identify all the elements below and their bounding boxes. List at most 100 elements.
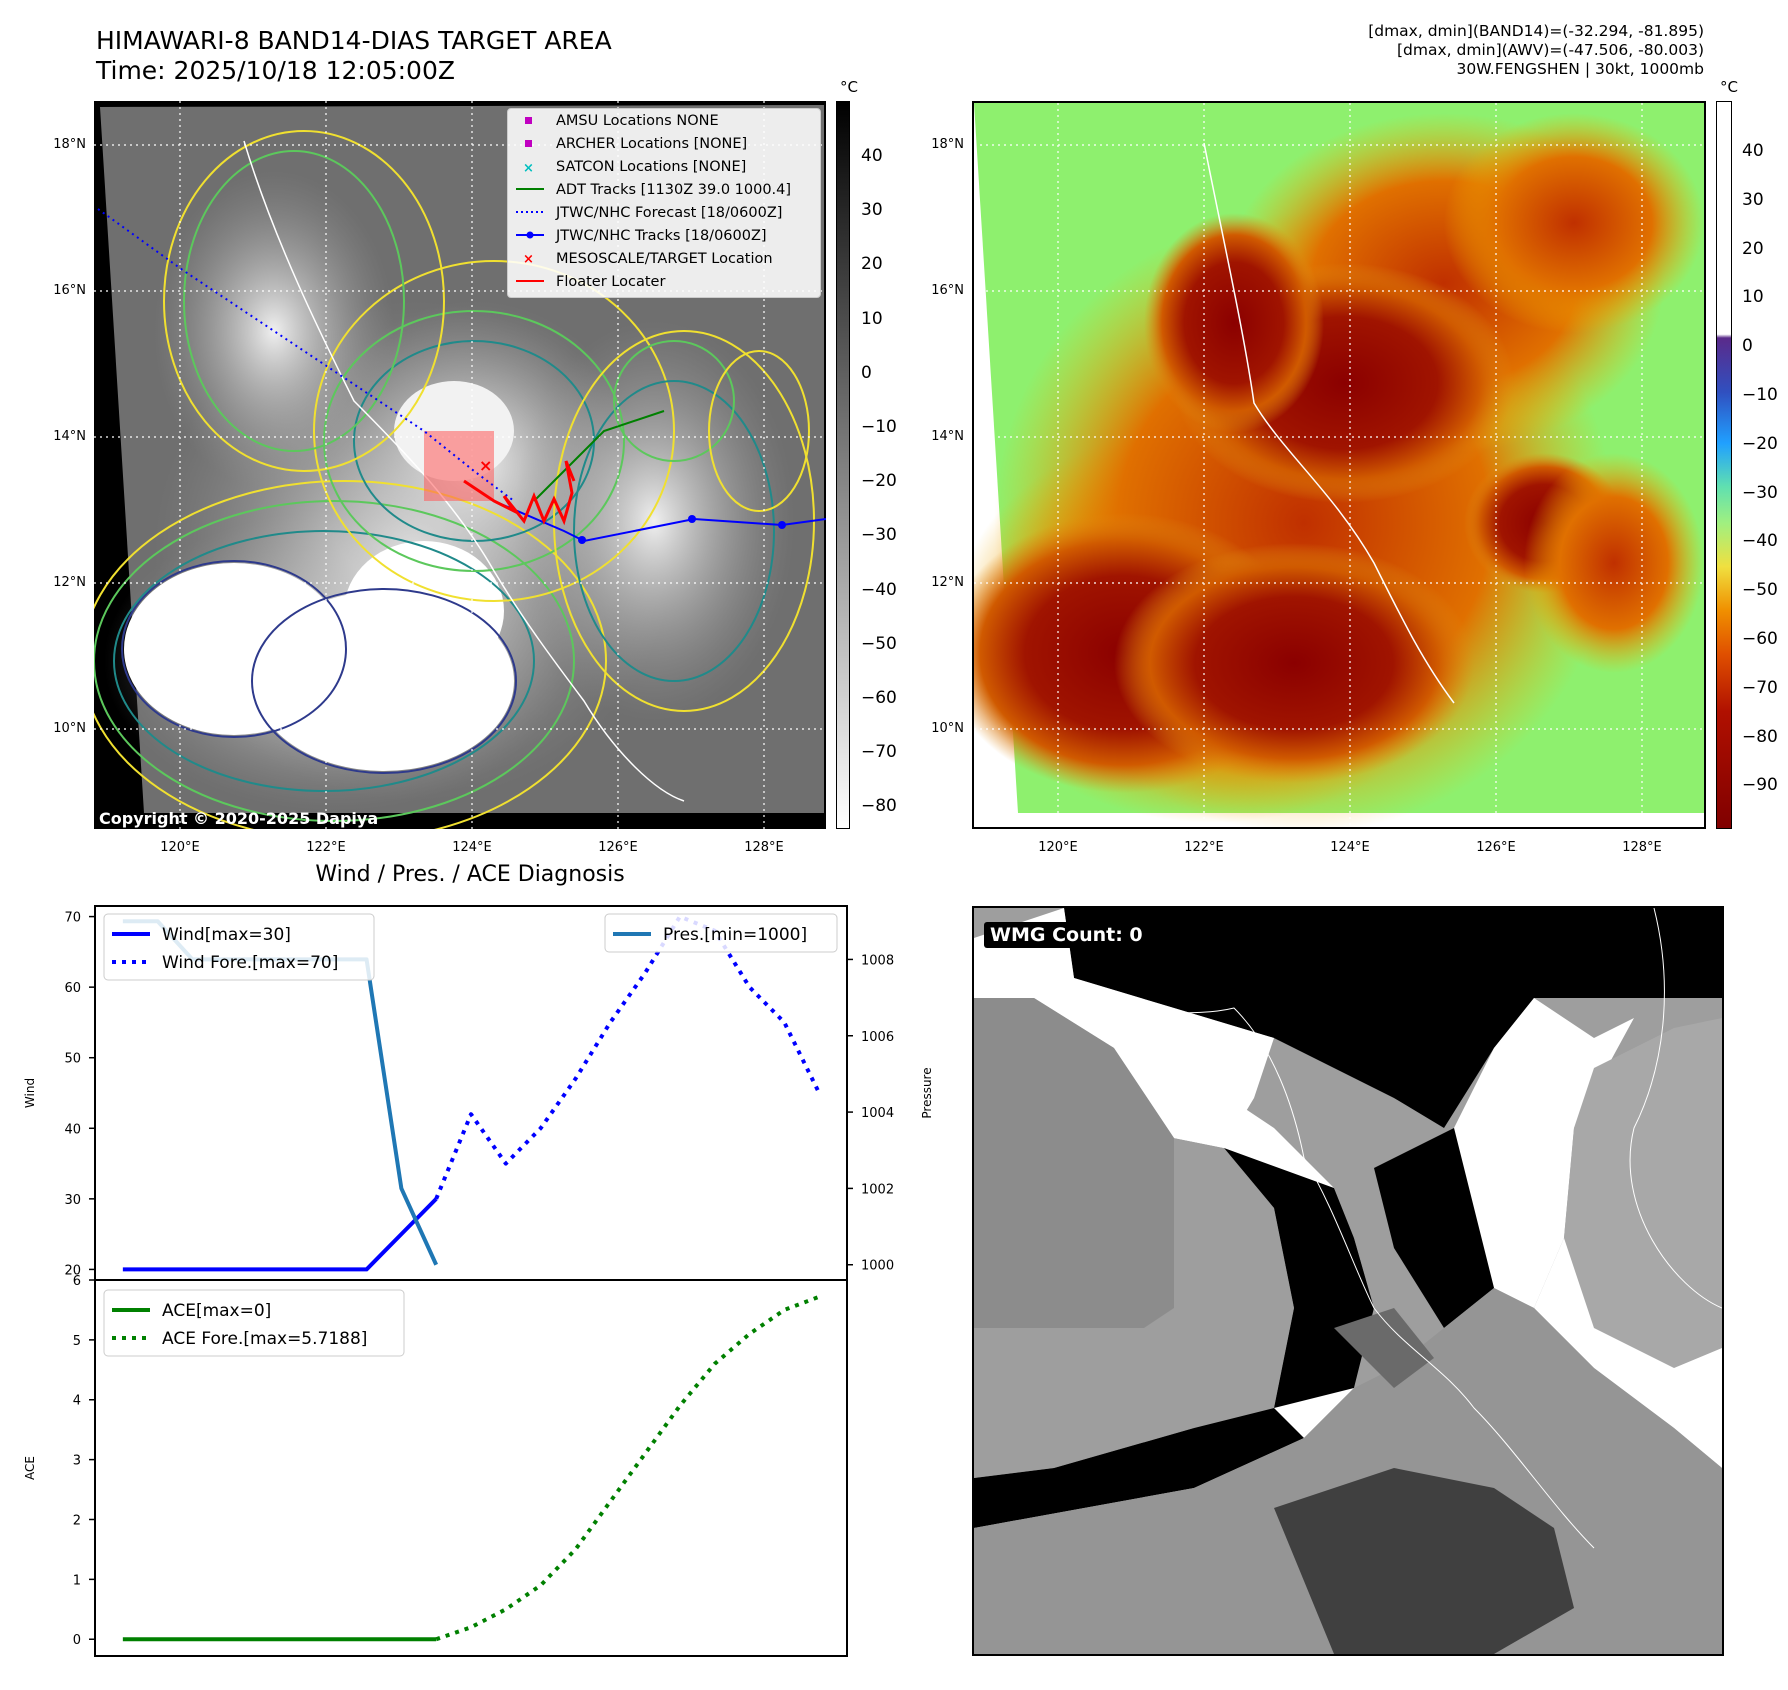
ytick-label-1-3: 3 xyxy=(73,1454,81,1469)
ytick-right-label-0-0: 1000 xyxy=(861,1259,894,1274)
ir-cb-tick-9: −50 xyxy=(861,633,897,654)
wv-lon-tick-4: 128°E xyxy=(1622,840,1662,855)
ytick-label-0-5: 70 xyxy=(64,911,81,926)
wv-lat-tick-0: 18°N xyxy=(931,137,964,152)
ytick-label-0-4: 60 xyxy=(64,981,81,996)
wv-cb-tick-8: −40 xyxy=(1742,531,1778,552)
ytick-label-1-6: 6 xyxy=(73,1274,81,1289)
series-line-1-1 xyxy=(435,1294,820,1642)
ir-lon-ticks: 120°E 122°E 124°E 126°E 128°E xyxy=(94,840,826,860)
ir-lat-tick-1: 16°N xyxy=(53,283,86,298)
series-line-0-0 xyxy=(122,1197,438,1272)
ace-chart: 0 1 2 3 4 5 6 ACE ACE[max=0] ACE Fore.[max=5.7188… xyxy=(23,1274,848,1657)
ir-map-panel: × AMSU Locations NONE ARCHER Locations [… xyxy=(81,101,827,842)
legend-tracks: JTWC/NHC Tracks [18/0600Z] xyxy=(555,228,767,244)
ytick-label-0-2: 40 xyxy=(64,1122,81,1137)
wv-cb-tick-10: −60 xyxy=(1742,629,1778,649)
wmg-map-svg xyxy=(974,908,1722,1654)
legend-floater: Floater Locater xyxy=(556,274,665,290)
ir-cb-tick-6: −20 xyxy=(861,471,897,492)
ytick-label-0-3: 50 xyxy=(64,1052,81,1067)
wv-cb-tick-1: 30 xyxy=(1742,189,1764,210)
legend-target: MESOSCALE/TARGET Location xyxy=(556,251,773,267)
wv-cb-tick-12: −80 xyxy=(1742,726,1778,747)
wv-cb-tick-3: 10 xyxy=(1742,287,1764,308)
ir-lon-tick-0: 120°E xyxy=(160,840,200,855)
ylabel-1: ACE xyxy=(23,1456,37,1480)
header-stats: [dmax, dmin](BAND14)=(-32.294, -81.895) … xyxy=(1368,22,1704,79)
wv-map-panel xyxy=(944,101,1706,833)
legend-target-icon: × xyxy=(523,252,534,267)
wind-legend-box xyxy=(103,913,375,981)
legend-satcon: SATCON Locations [NONE] xyxy=(556,159,746,175)
adt-track xyxy=(533,410,665,502)
wind-pressure-chart: 20 30 40 50 60 70 1000 1002 1004 1006 1008 Wind Pres… xyxy=(23,905,934,1281)
wv-cb-tick-9: −50 xyxy=(1742,580,1778,601)
pres-legend-label-0: Pres.[min=1000] xyxy=(663,925,807,945)
series-line-0-1 xyxy=(434,914,821,1200)
ir-cb-tick-4: 0 xyxy=(861,362,872,383)
wind-legend-label-1: Wind Fore.[max=70] xyxy=(162,953,338,973)
legend-forecast: JTWC/NHC Forecast [18/0600Z] xyxy=(555,205,782,221)
wv-lat-tick-4: 10°N xyxy=(931,721,964,736)
floater-track xyxy=(463,460,576,526)
ir-legend-svg: AMSU Locations NONE ARCHER Locations [NO… xyxy=(516,113,791,290)
ace-legend-box xyxy=(103,1289,405,1357)
ir-lon-tick-2: 124°E xyxy=(452,840,492,855)
ytick-right-label-0-4: 1008 xyxy=(861,953,894,968)
ir-colorbar-bar xyxy=(836,101,850,829)
ace-legend-label-0: ACE[max=0] xyxy=(162,1301,271,1321)
wv-colorbar-bar xyxy=(1716,101,1732,829)
ir-lon-tick-4: 128°E xyxy=(744,840,784,855)
legend-amsu-icon xyxy=(525,117,532,124)
wmg-panel: WMG Count: 0 xyxy=(972,906,1724,1656)
ir-cb-tick-10: −60 xyxy=(861,688,897,708)
pres-legend-box xyxy=(604,913,838,953)
ir-lat-tick-4: 10°N xyxy=(53,721,86,736)
ytick-right-label-0-1: 1002 xyxy=(861,1182,894,1197)
wv-map-svg xyxy=(944,103,1704,833)
wind-legend-label-0: Wind[max=30] xyxy=(162,925,291,945)
ytick-label-1-0: 0 xyxy=(73,1633,81,1648)
wv-lon-tick-1: 122°E xyxy=(1184,840,1224,855)
wmg-count-label: WMG Count: 0 xyxy=(984,922,1149,948)
wv-lat-ticks: 18°N 16°N 14°N 12°N 10°N xyxy=(908,101,968,829)
awv-stat: [dmax, dmin](AWV)=(-47.506, -80.003) xyxy=(1397,41,1704,59)
ir-cb-tick-7: −30 xyxy=(861,525,897,546)
ytick-label-1-5: 5 xyxy=(73,1334,81,1349)
ir-cb-tick-11: −70 xyxy=(861,742,897,763)
wv-lon-tick-0: 120°E xyxy=(1038,840,1078,855)
wv-cb-tick-0: 40 xyxy=(1742,141,1764,161)
legend-archer: ARCHER Locations [NONE] xyxy=(556,136,747,152)
wv-cb-tick-13: −90 xyxy=(1742,775,1778,796)
band14-stat: [dmax, dmin](BAND14)=(-32.294, -81.895) xyxy=(1368,22,1704,40)
target-area-box xyxy=(424,431,494,501)
ir-colorbar-ticks: 40 30 20 10 0 −10 −20 −30 −40 −50 −60 −70 −80 xyxy=(855,101,935,829)
wv-lon-tick-3: 126°E xyxy=(1476,840,1516,855)
legend-adt: ADT Tracks [1130Z 39.0 1000.4] xyxy=(556,182,791,198)
legend-amsu: AMSU Locations NONE xyxy=(556,113,719,129)
ir-cb-tick-2: 20 xyxy=(861,254,883,275)
wv-cb-tick-4: 0 xyxy=(1742,336,1753,357)
ir-cb-tick-0: 40 xyxy=(861,146,883,166)
wv-colorbar-ticks: 40 30 20 10 0 −10 −20 −30 −40 −50 −60 −70 −80 −90 xyxy=(1736,101,1786,829)
wv-grid xyxy=(974,103,1704,827)
ir-lat-tick-3: 12°N xyxy=(53,575,86,590)
ytick-right-label-0-2: 1004 xyxy=(861,1106,894,1121)
wv-lon-ticks: 120°E 122°E 124°E 126°E 128°E xyxy=(972,840,1706,860)
ir-lat-tick-2: 14°N xyxy=(53,429,86,444)
wv-lat-tick-1: 16°N xyxy=(931,283,964,298)
ytick-label-1-1: 1 xyxy=(73,1573,81,1588)
ace-legend-label-1: ACE Fore.[max=5.7188] xyxy=(162,1329,367,1349)
figure-title: HIMAWARI-8 BAND14-DIAS TARGET AREA xyxy=(96,26,612,55)
legend-satcon-icon: × xyxy=(523,161,534,176)
wv-cb-tick-7: −30 xyxy=(1742,482,1778,503)
wv-lat-tick-3: 12°N xyxy=(931,575,964,590)
ir-colorbar xyxy=(836,101,932,831)
ytick-right-label-0-3: 1006 xyxy=(861,1030,894,1045)
wv-cb-tick-11: −70 xyxy=(1742,677,1778,698)
ytick-label-0-1: 30 xyxy=(64,1193,81,1208)
ir-legend: AMSU Locations NONE ARCHER Locations [NO… xyxy=(507,108,821,298)
svg-text:×: × xyxy=(479,456,492,475)
